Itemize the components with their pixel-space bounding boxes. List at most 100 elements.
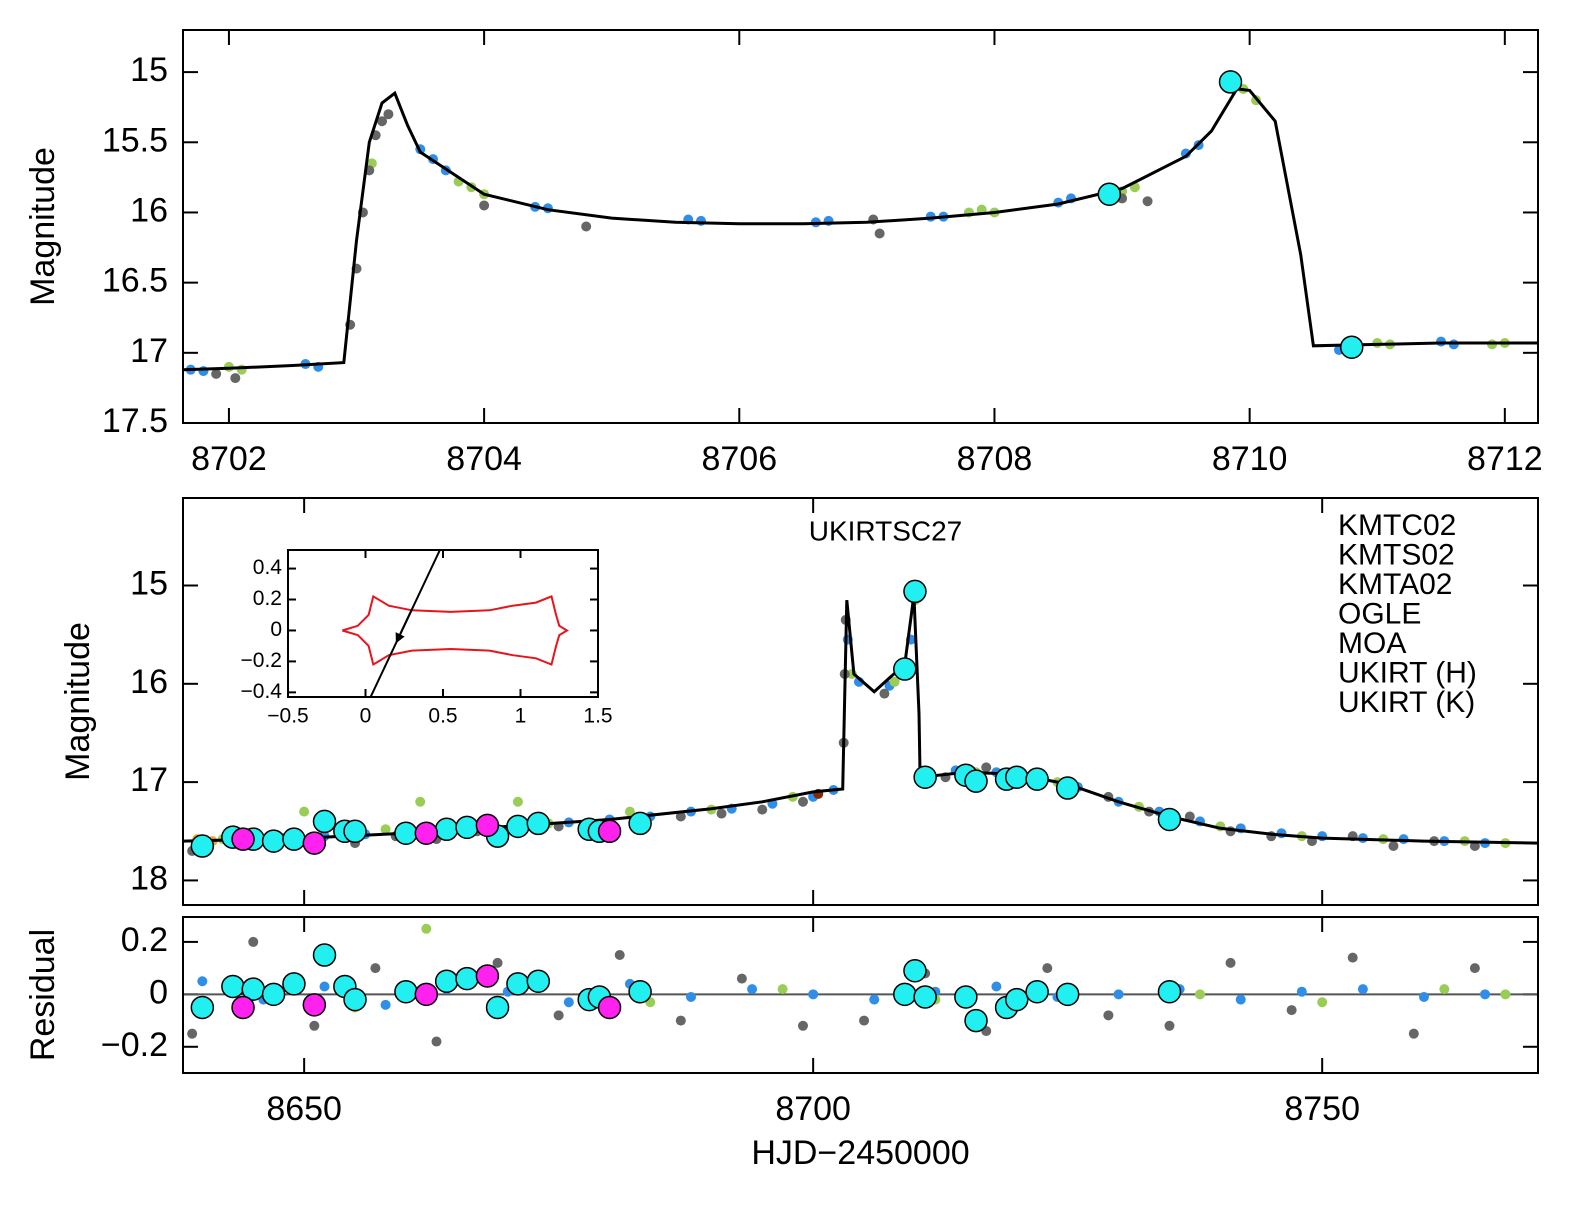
large-point (964, 1008, 988, 1033)
plot-data (342, 550, 569, 697)
legend-entry: KMTC02 (1338, 509, 1456, 542)
point (1347, 952, 1358, 963)
point (624, 806, 635, 817)
point (415, 796, 426, 807)
point (797, 1020, 808, 1031)
large-point (455, 815, 479, 840)
y-tick-label: 0 (270, 618, 282, 641)
panel: 8650 8700 8750 −0.2 0 0.2 Residual HJD−2450000 (24, 916, 1539, 1172)
large-point (628, 811, 652, 836)
point (675, 1015, 686, 1026)
x-tick-label: 8700 (775, 1090, 851, 1128)
y-tick-label: 15.5 (102, 121, 168, 159)
point (879, 688, 890, 699)
large-point (394, 821, 418, 845)
large-point (231, 995, 255, 1020)
plot-frame (287, 549, 599, 698)
large-point (261, 982, 286, 1007)
point (1113, 989, 1124, 1000)
large-point (231, 827, 255, 851)
point (716, 808, 727, 819)
x-tick-label: 1.5 (583, 705, 612, 728)
x-tick-label: 8712 (1467, 440, 1543, 478)
point (380, 824, 391, 835)
y-tick-label: 16 (130, 191, 168, 229)
point (479, 200, 490, 211)
y-axis-label: Residual (24, 929, 62, 1061)
point (197, 976, 208, 987)
large-point (282, 972, 306, 996)
large-point (414, 821, 439, 845)
y-tick-label: 17.5 (102, 402, 168, 440)
point (685, 991, 696, 1002)
large-point (434, 969, 459, 993)
point (563, 997, 574, 1008)
large-point (903, 579, 927, 604)
point (248, 936, 259, 947)
large-point (506, 814, 530, 839)
large-point (221, 974, 245, 999)
large-point (475, 964, 500, 988)
large-point (1025, 767, 1049, 791)
large-point (190, 995, 215, 1020)
x-tick-label: 0.5 (428, 705, 457, 728)
point (553, 1010, 564, 1021)
point (808, 989, 819, 1000)
y-tick-label: −0.2 (101, 1026, 168, 1064)
model-curve (183, 87, 1538, 372)
point (889, 676, 900, 687)
point (1103, 1010, 1114, 1021)
large-point (1157, 979, 1182, 1004)
y-tick-label: 16 (130, 663, 168, 701)
point (1439, 984, 1450, 995)
large-point (1025, 979, 1049, 1004)
x-tick-label: 8750 (1284, 1090, 1360, 1128)
y-tick-label: 0.4 (253, 556, 283, 579)
point (299, 806, 310, 817)
point (614, 950, 625, 961)
point (1296, 986, 1307, 997)
large-point (893, 982, 917, 1007)
point (1418, 991, 1429, 1002)
panel: 15 16 17 18 Magnitude UKIRTSC27 KMTC02KMTS02KM… (59, 497, 1539, 906)
large-point (343, 987, 367, 1012)
point (757, 804, 768, 815)
x-tick-label: 8702 (191, 440, 267, 478)
point (1225, 957, 1236, 968)
large-point (475, 813, 500, 838)
large-point (1055, 982, 1080, 1007)
point (1164, 1020, 1175, 1031)
y-tick-label: 17 (130, 761, 168, 799)
large-point (903, 958, 927, 983)
large-point (913, 765, 937, 789)
legend-entry: UKIRT (H) (1338, 656, 1477, 689)
point (1317, 997, 1328, 1008)
point (777, 984, 788, 995)
large-point (190, 834, 215, 858)
y-tick-label: 15 (130, 51, 168, 89)
large-point (343, 819, 367, 844)
point (1286, 1005, 1297, 1016)
model-curve (183, 595, 1538, 845)
point (1357, 984, 1368, 995)
plot-frame (182, 29, 1539, 424)
large-point (893, 657, 917, 681)
large-point (1005, 765, 1029, 789)
point (1042, 963, 1053, 974)
y-tick-label: −0.4 (241, 680, 283, 703)
point (1235, 994, 1246, 1005)
y-tick-label: 0.2 (253, 587, 282, 610)
point (869, 994, 880, 1005)
point (991, 981, 1002, 992)
point (492, 957, 503, 968)
point (431, 1036, 442, 1047)
large-point (526, 811, 551, 836)
point (377, 116, 388, 127)
large-point (1055, 776, 1080, 800)
x-tick-label: 0 (360, 705, 372, 728)
y-tick-label: 0.2 (121, 921, 168, 959)
plot-background (288, 550, 598, 697)
legend-entry: UKIRT (K) (1338, 686, 1475, 719)
large-point (312, 809, 337, 834)
point (383, 109, 394, 120)
